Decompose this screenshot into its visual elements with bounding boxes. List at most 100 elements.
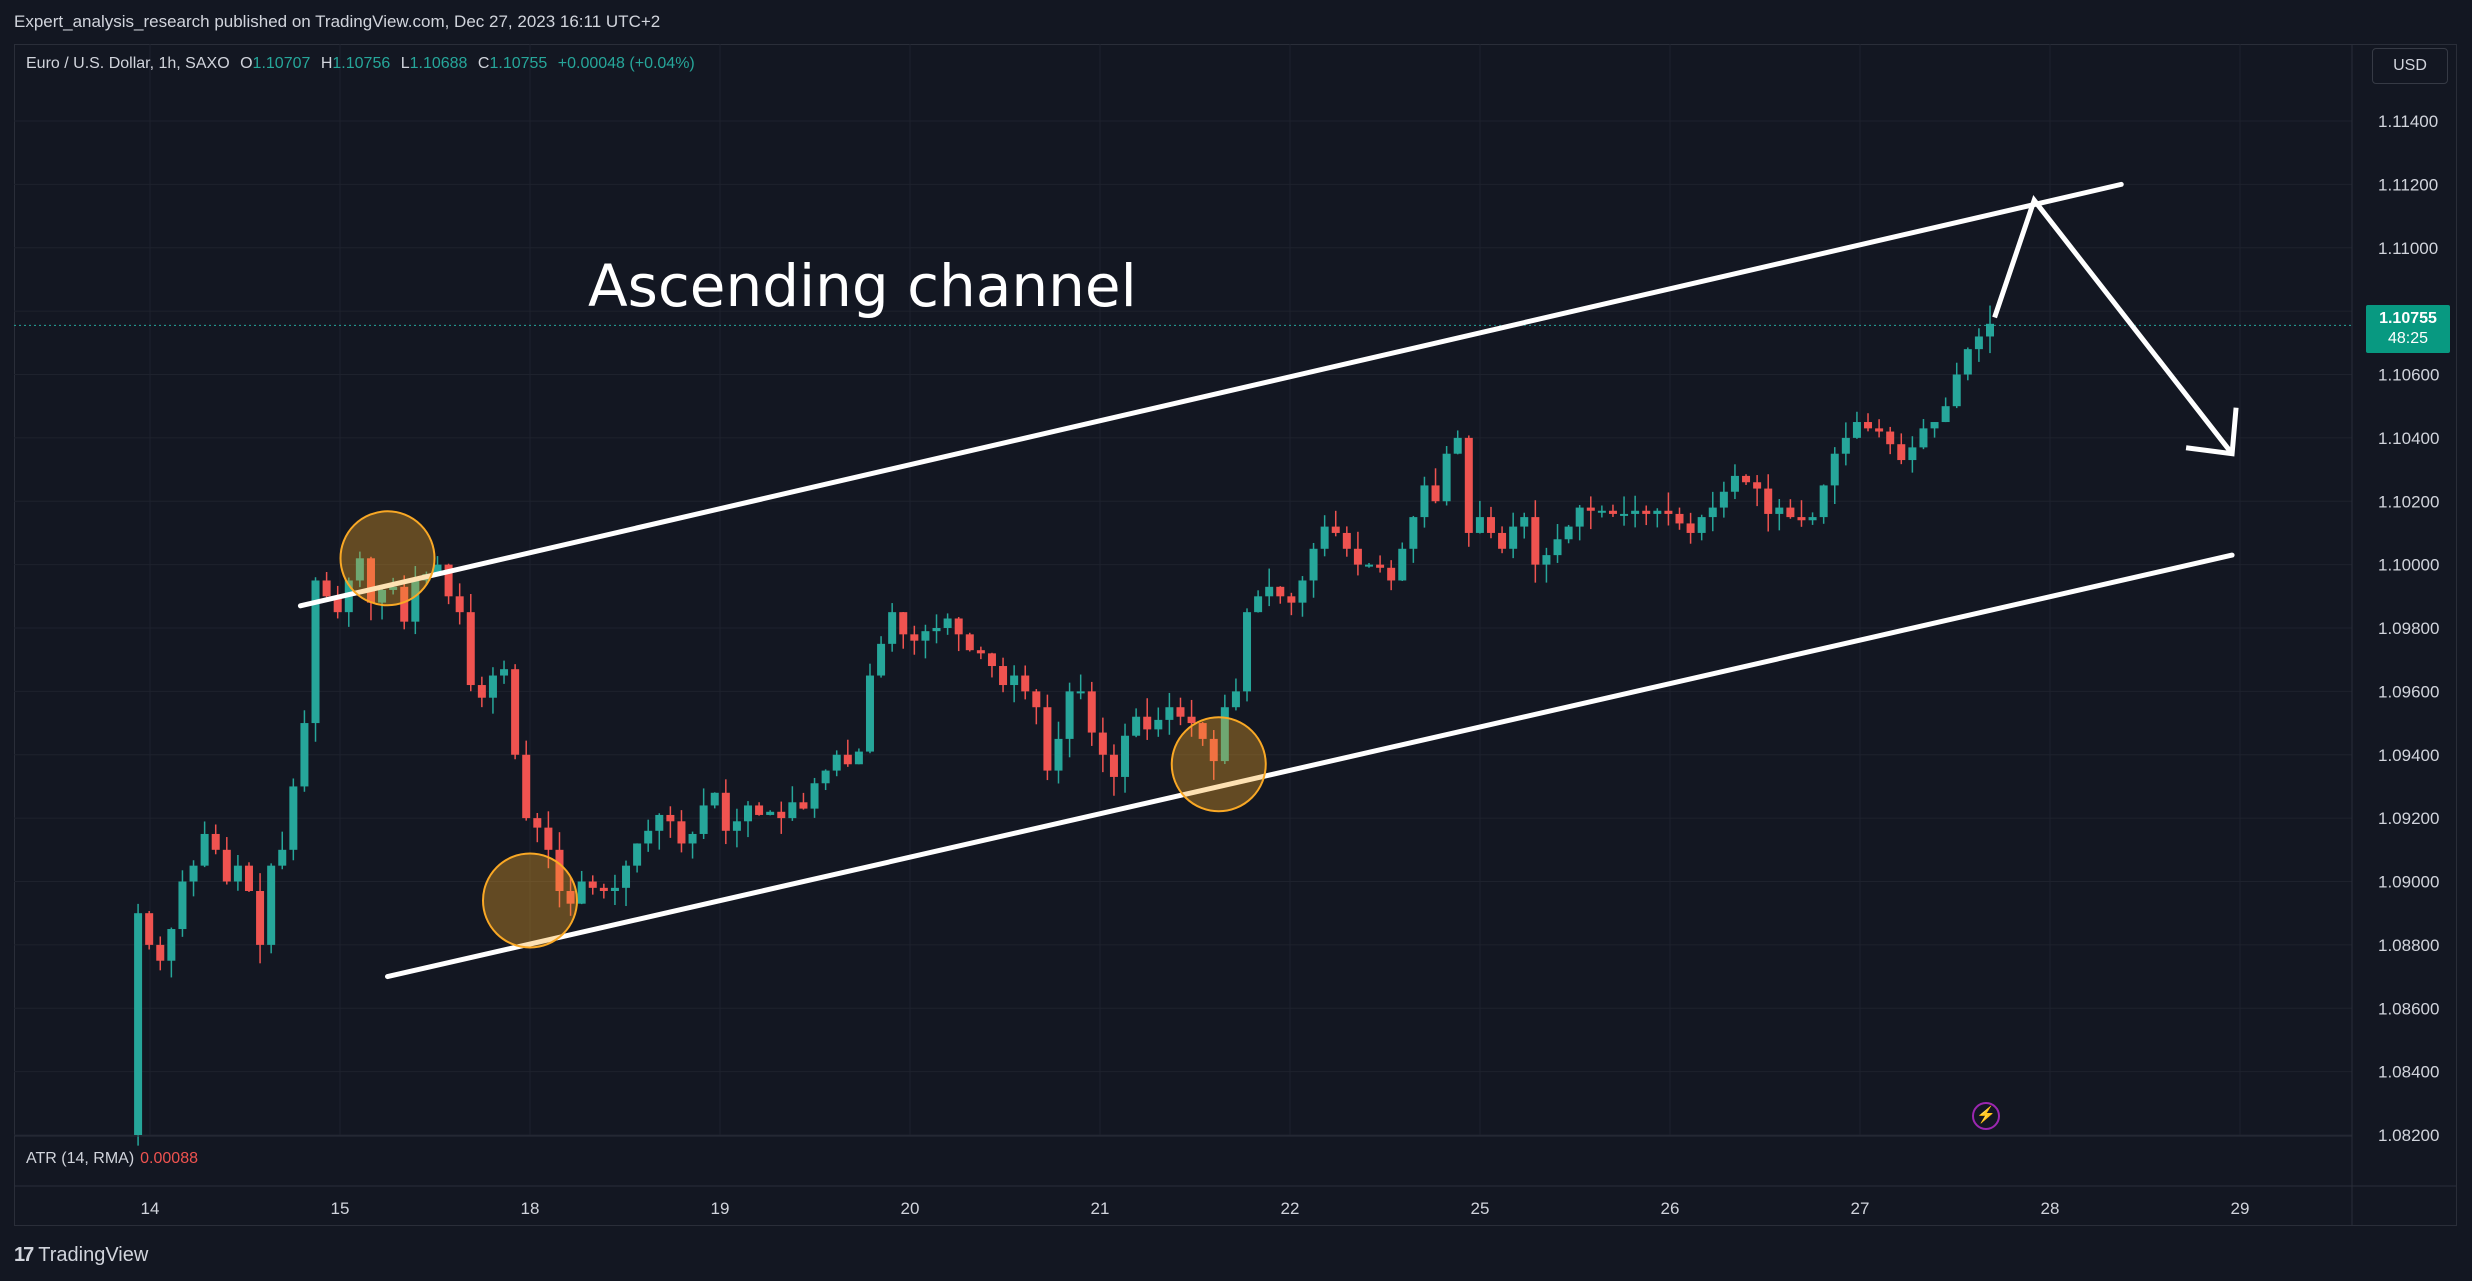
candle-body — [233, 865, 242, 882]
open-label: O — [240, 55, 253, 72]
tradingview-logo[interactable]: 17 TradingView — [14, 1244, 148, 1267]
candle-body — [1719, 491, 1728, 508]
y-tick-label: 1.10600 — [2378, 366, 2439, 385]
candle-body — [1730, 475, 1739, 492]
candle-body — [1065, 691, 1074, 739]
candle-body — [1387, 567, 1396, 581]
y-tick-label: 1.08200 — [2378, 1126, 2439, 1145]
candle-body — [1930, 422, 1939, 429]
candle-body — [1753, 482, 1762, 489]
candle-body — [1631, 510, 1640, 514]
chart-frame — [14, 44, 2457, 1226]
x-tick-label: 20 — [901, 1199, 920, 1218]
atr-name: ATR (14, RMA) — [26, 1150, 135, 1167]
candle-body — [555, 849, 564, 892]
y-tick-label: 1.10400 — [2378, 429, 2439, 448]
x-tick-label: 25 — [1471, 1199, 1490, 1218]
candle-body — [256, 891, 265, 945]
candle-body — [644, 830, 653, 844]
grid-lines — [14, 44, 2352, 1136]
low-value: 1.10688 — [409, 55, 468, 72]
candle-body — [1198, 723, 1207, 739]
candle-body — [1486, 517, 1495, 533]
x-tick-label: 29 — [2231, 1199, 2250, 1218]
symbol-name[interactable]: Euro / U.S. Dollar, 1h, SAXO — [26, 55, 230, 72]
candle-body — [1974, 336, 1983, 350]
candle-body — [899, 612, 908, 635]
candle-body — [433, 564, 442, 575]
y-tick-label: 1.09800 — [2378, 619, 2439, 638]
candle-body — [577, 881, 586, 904]
candle-body — [810, 783, 819, 809]
candle-body — [987, 653, 996, 667]
candle-body — [610, 887, 619, 892]
candle-body — [688, 833, 697, 844]
candle-body — [267, 865, 276, 945]
candle-body — [1597, 510, 1606, 513]
candle-body — [1043, 707, 1052, 771]
candle-body — [311, 580, 320, 724]
x-tick-label: 14 — [141, 1199, 160, 1218]
candle-body — [965, 634, 974, 651]
candle-body — [1986, 323, 1994, 337]
candle-body — [1087, 691, 1096, 733]
lightning-icon[interactable]: ⚡ — [1972, 1102, 2000, 1130]
candle-body — [411, 580, 420, 622]
candle-body — [222, 849, 231, 882]
candle-body — [355, 558, 364, 581]
y-tick-label: 1.11000 — [2378, 239, 2438, 258]
projection-arrowhead — [2185, 407, 2239, 457]
x-tick-label: 26 — [1661, 1199, 1680, 1218]
candle-body — [1886, 431, 1895, 445]
candle-body — [1875, 428, 1884, 432]
candle-body — [1852, 422, 1861, 438]
touch-highlight-circle — [482, 852, 578, 949]
candle-body — [1365, 564, 1373, 567]
y-tick-label: 1.09600 — [2378, 682, 2439, 701]
x-tick-label: 15 — [331, 1199, 350, 1218]
candle-body — [1498, 532, 1507, 549]
candle-body — [599, 887, 608, 892]
candle-body — [1475, 517, 1484, 533]
candle-body — [189, 865, 198, 882]
atr-indicator-label[interactable]: ATR (14, RMA) 0.00088 — [26, 1150, 198, 1168]
candle-body — [633, 843, 642, 866]
candle-body — [932, 628, 941, 632]
candle-body — [533, 818, 542, 828]
axes: 1.114001.112001.110001.108001.106001.104… — [14, 44, 2457, 1226]
candle-body — [1653, 510, 1662, 514]
candle-body — [655, 814, 664, 831]
candle-body — [1520, 517, 1529, 527]
currency-button[interactable]: USD — [2372, 48, 2448, 84]
publisher-line: Expert_analysis_research published on Tr… — [14, 12, 661, 31]
candle-body — [1864, 422, 1873, 429]
candle-body — [1830, 453, 1839, 486]
candle-body — [244, 865, 253, 892]
candle-body — [1021, 675, 1030, 692]
candle-body — [1963, 349, 1972, 375]
candle-body — [732, 821, 741, 831]
bar-countdown: 48:25 — [2387, 330, 2429, 348]
tradingview-logo-mark: 17 — [14, 1244, 34, 1266]
channel-upper-line — [297, 181, 2124, 609]
y-tick-label: 1.10200 — [2378, 492, 2439, 511]
candle-body — [976, 650, 985, 654]
x-tick-label: 19 — [711, 1199, 730, 1218]
candle-body — [488, 675, 497, 698]
candle-body — [1919, 428, 1928, 448]
open-value: 1.10707 — [252, 55, 311, 72]
candle-body — [622, 865, 631, 888]
candle-body — [289, 786, 298, 850]
candle-body — [999, 666, 1008, 686]
candle-body — [1564, 526, 1573, 540]
candle-body — [1320, 526, 1329, 549]
candle-body — [1708, 507, 1717, 518]
candle-body — [1409, 517, 1418, 549]
candle-body — [1841, 437, 1850, 454]
candle-body — [211, 833, 220, 850]
candle-body — [777, 811, 786, 819]
candle-body — [500, 669, 509, 676]
candle-body — [588, 881, 597, 888]
candle-body — [1376, 564, 1385, 568]
